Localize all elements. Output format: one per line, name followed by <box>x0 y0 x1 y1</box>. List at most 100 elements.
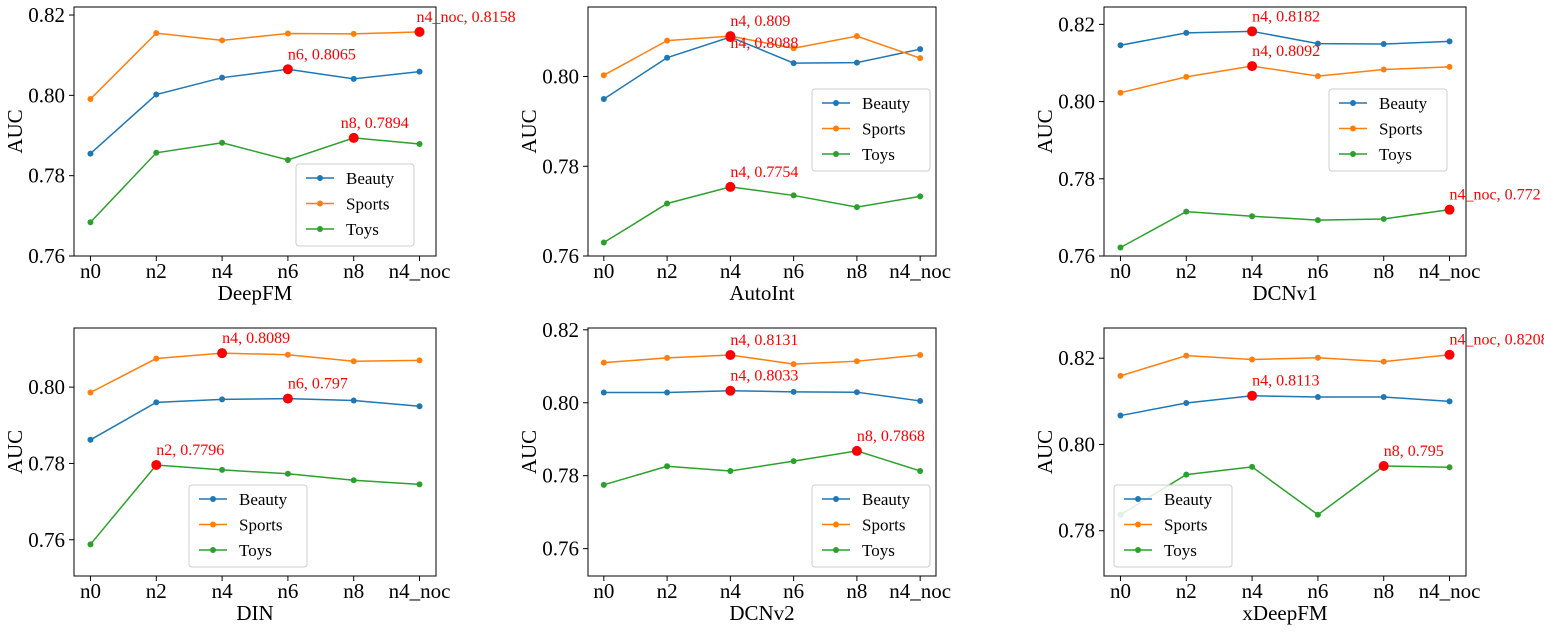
data-point-beauty <box>600 95 607 102</box>
x-tick-label: n4 <box>212 259 234 283</box>
legend-box <box>1113 484 1233 568</box>
annotation-label: n4, 0.7754 <box>730 164 798 181</box>
x-tick-label: n2 <box>1176 259 1197 283</box>
panel-dcnv1: n0 n2 n4 n6 n8 n4_noc 0.76 0.78 0.80 0.82 DCNv1 AUC… <box>1033 6 1541 305</box>
annotation-label: n4, 0.8113 <box>1252 373 1319 390</box>
data-point-toys <box>1446 464 1453 471</box>
data-point-sports <box>790 361 797 368</box>
data-point-toys <box>219 139 226 146</box>
y-axis-label: AUC <box>3 109 27 153</box>
x-tick-label: n8 <box>846 259 867 283</box>
data-point-toys <box>1249 463 1256 470</box>
series-line-beauty <box>89 68 420 155</box>
data-point-toys <box>1183 208 1190 215</box>
data-point-beauty <box>1446 38 1453 45</box>
annotation-label: n8, 0.795 <box>1384 443 1444 460</box>
legend-label: Toys <box>1379 145 1412 164</box>
y-axis-label: AUC <box>517 430 541 474</box>
data-point-beauty <box>600 389 607 396</box>
legend-marker <box>1135 521 1141 528</box>
x-tick-label: n6 <box>277 579 298 603</box>
data-point-beauty <box>790 60 797 67</box>
legend-marker <box>1350 100 1356 106</box>
y-tick-label: 0.80 <box>1058 90 1095 114</box>
y-tick-label: 0.80 <box>1058 432 1095 456</box>
data-point-toys <box>1117 244 1124 251</box>
y-tick-label: 0.76 <box>28 528 65 552</box>
data-point-toys <box>350 477 357 484</box>
x-tick-label: n2 <box>146 579 167 603</box>
series-line-toys <box>1120 465 1450 516</box>
y-tick-label: 0.80 <box>28 83 65 107</box>
y-tick-label: 0.82 <box>1058 12 1095 36</box>
series-line-toys <box>89 137 420 223</box>
series-line-toys <box>1120 208 1450 249</box>
x-tick-label: n6 <box>1307 579 1328 603</box>
y-tick-label: 0.78 <box>542 464 579 488</box>
y-tick-label: 0.78 <box>28 164 65 188</box>
data-point-sports <box>87 389 94 396</box>
data-point-sports <box>284 351 291 358</box>
data-point-sports <box>1183 352 1190 359</box>
series-line-sports <box>603 35 921 76</box>
data-point-beauty <box>87 150 94 157</box>
data-point-beauty <box>219 396 226 403</box>
panel-dcnv2: n0 n2 n4 n6 n8 n4_noc 0.76 0.78 0.80 0.82 DCNv2 AUC… <box>517 318 951 625</box>
highlight-point <box>282 64 293 75</box>
data-point-toys <box>664 200 671 207</box>
data-point-beauty <box>1117 42 1124 49</box>
x-tick-label: n8 <box>1373 579 1394 603</box>
legend-marker <box>1135 496 1141 502</box>
annotation-label: n4, 0.8182 <box>1252 8 1320 25</box>
series-line-toys <box>603 450 921 486</box>
series-line-beauty <box>90 397 420 441</box>
legend: Beauty Sports Toys <box>295 163 415 247</box>
data-point-toys <box>600 481 607 488</box>
x-axis-label: AutoInt <box>729 281 794 305</box>
data-point-beauty <box>853 59 860 66</box>
data-point-toys <box>87 541 94 548</box>
data-point-sports <box>416 357 423 364</box>
annotation-label: n4_noc, 0.8158 <box>417 9 516 26</box>
x-axis-label: DIN <box>236 601 273 625</box>
data-point-toys <box>284 470 291 477</box>
legend-label: Beauty <box>1379 94 1428 113</box>
data-point-sports <box>917 55 924 62</box>
legend-label: Beauty <box>239 490 288 509</box>
data-point-beauty <box>664 54 671 61</box>
highlight-point <box>348 132 359 143</box>
highlight-point <box>1247 26 1258 37</box>
x-tick-label: n8 <box>343 259 364 283</box>
data-point-toys <box>917 467 924 474</box>
y-tick-label: 0.76 <box>542 537 579 561</box>
data-point-toys <box>1183 471 1190 478</box>
legend-marker <box>1350 125 1356 132</box>
legend: Beauty Sports Toys <box>811 88 931 172</box>
data-point-sports <box>664 37 671 44</box>
y-tick-label: 0.78 <box>1058 519 1095 543</box>
annotation-label: n4, 0.8131 <box>730 332 798 349</box>
x-tick-label: n4 <box>1242 579 1264 603</box>
data-point-beauty <box>416 403 423 410</box>
data-point-beauty <box>1380 41 1387 48</box>
legend-label: Beauty <box>862 490 911 509</box>
data-point-beauty <box>1314 40 1321 47</box>
legend-label: Sports <box>1379 120 1422 139</box>
data-point-sports <box>350 30 357 37</box>
series-line-beauty <box>603 389 921 402</box>
legend-marker <box>317 226 323 232</box>
data-point-beauty <box>664 389 671 396</box>
data-point-toys <box>284 157 291 164</box>
highlight-point <box>1247 61 1258 72</box>
series-line-beauty <box>603 36 921 100</box>
data-point-beauty <box>1117 412 1124 419</box>
data-point-beauty <box>1380 394 1387 401</box>
y-tick-label: 0.80 <box>28 375 65 399</box>
x-tick-label: n2 <box>657 579 678 603</box>
data-point-toys <box>1314 511 1321 518</box>
legend-marker <box>317 200 323 207</box>
data-point-beauty <box>219 74 226 81</box>
plot-frame <box>73 6 437 257</box>
x-tick-label: n0 <box>1110 579 1131 603</box>
